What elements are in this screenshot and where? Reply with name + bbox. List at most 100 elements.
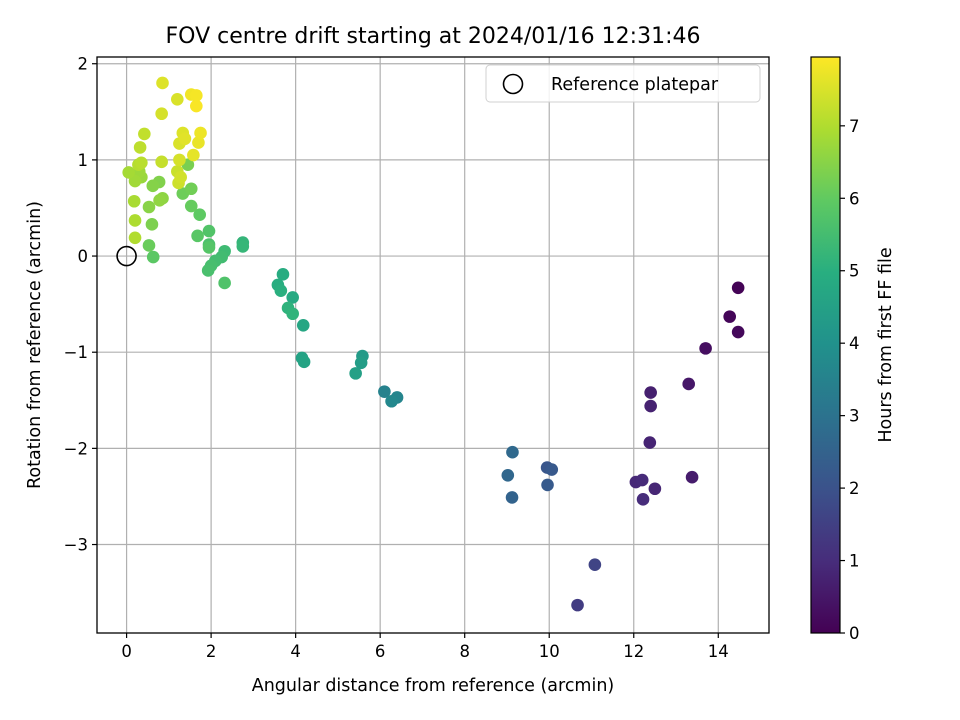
legend-entry: Reference platepar: [551, 75, 719, 95]
y-tick-label: 2: [78, 55, 89, 74]
data-point: [142, 239, 156, 252]
x-tick-label: 8: [459, 642, 470, 661]
data-point: [636, 493, 650, 506]
data-point: [202, 224, 216, 238]
data-point: [501, 468, 515, 482]
colorbar-tick-label: 2: [849, 479, 860, 498]
data-point: [128, 214, 142, 227]
data-point: [192, 136, 205, 149]
legend-box: [485, 64, 761, 103]
data-point: [286, 291, 299, 304]
data-point: [156, 76, 169, 90]
data-point: [541, 478, 554, 492]
plot-frame: [96, 56, 770, 634]
data-point: [505, 491, 519, 504]
data-point: [190, 89, 203, 102]
data-point: [648, 482, 662, 496]
colorbar-tick-label: 6: [849, 189, 860, 208]
data-point: [506, 445, 519, 459]
data-point: [236, 240, 250, 253]
colorbar-tick-label: 0: [849, 624, 860, 643]
data-point: [286, 307, 299, 321]
data-point: [184, 199, 198, 213]
y-tick-label: 0: [78, 247, 89, 266]
data-point: [731, 281, 745, 295]
data-point: [135, 156, 148, 170]
data-point: [155, 107, 168, 121]
data-point: [699, 342, 712, 355]
data-point: [644, 399, 657, 413]
data-point: [122, 166, 135, 179]
y-tick-label: −3: [64, 536, 88, 555]
data-point: [349, 367, 362, 380]
data-point: [296, 318, 310, 332]
data-point: [146, 250, 160, 264]
data-point: [142, 200, 156, 214]
data-point: [193, 208, 207, 222]
data-point: [354, 356, 368, 370]
data-point: [588, 558, 602, 572]
colorbar-ticks: 0 1 2 3 4 5 6 7: [840, 117, 860, 643]
data-point: [385, 394, 398, 408]
data-point: [635, 473, 649, 487]
data-point: [155, 155, 168, 169]
y-axis-label: Rotation from reference (arcmin): [25, 201, 45, 489]
x-tick-label: 10: [539, 642, 560, 661]
x-tick-label: 14: [708, 642, 729, 661]
data-point: [378, 385, 391, 398]
y-axis-ticks: −3 −2 −1 0 1 2: [64, 55, 97, 555]
data-point: [643, 436, 657, 449]
colorbar-gradient: [810, 56, 841, 634]
data-point: [297, 355, 311, 369]
data-point: [153, 193, 166, 207]
data-point: [723, 310, 736, 323]
x-tick-label: 0: [121, 642, 132, 661]
colorbar-tick-label: 1: [849, 552, 860, 571]
colorbar-label: Hours from first FF file: [876, 247, 896, 442]
data-point: [644, 386, 657, 399]
colorbar-tick-label: 4: [849, 334, 860, 353]
data-point: [145, 218, 159, 231]
data-point: [173, 153, 186, 167]
data-point: [133, 141, 147, 154]
data-point: [545, 463, 559, 476]
chart-title: FOV centre drift starting at 2024/01/16 …: [166, 24, 701, 49]
colorbar: 0 1 2 3 4 5 6 7 Hours from first FF file: [810, 56, 896, 643]
legend: Reference platepar: [485, 64, 761, 103]
data-point: [191, 229, 204, 243]
x-tick-label: 2: [206, 642, 217, 661]
data-point: [178, 132, 192, 146]
x-tick-label: 4: [290, 642, 301, 661]
data-point: [184, 182, 198, 196]
colorbar-tick-label: 3: [849, 407, 860, 426]
data-point: [174, 170, 187, 184]
data-point: [127, 194, 141, 208]
data-point: [190, 99, 203, 113]
data-point: [138, 127, 151, 141]
data-point: [194, 126, 207, 140]
data-point: [146, 179, 160, 193]
data-point: [685, 470, 699, 484]
colorbar-tick-label: 5: [849, 262, 860, 281]
data-point: [731, 325, 745, 339]
data-point: [274, 284, 288, 297]
data-point: [202, 241, 216, 254]
x-tick-label: 12: [623, 642, 644, 661]
colorbar-tick-label: 7: [849, 117, 860, 136]
x-axis-label: Angular distance from reference (arcmin): [252, 676, 615, 696]
data-point: [218, 276, 231, 290]
data-point: [187, 148, 200, 162]
grid-lines: [97, 57, 769, 633]
data-point: [276, 268, 290, 281]
data-point: [682, 377, 695, 391]
y-tick-label: −2: [64, 439, 88, 458]
data-point: [171, 93, 184, 106]
legend-marker: [502, 73, 524, 95]
scatter-points: [122, 76, 745, 612]
x-axis-ticks: 0 2 4 6 8 10 12 14: [121, 633, 729, 661]
x-tick-label: 6: [375, 642, 386, 661]
data-point: [201, 264, 215, 277]
data-point: [571, 598, 584, 612]
data-point: [128, 231, 142, 245]
